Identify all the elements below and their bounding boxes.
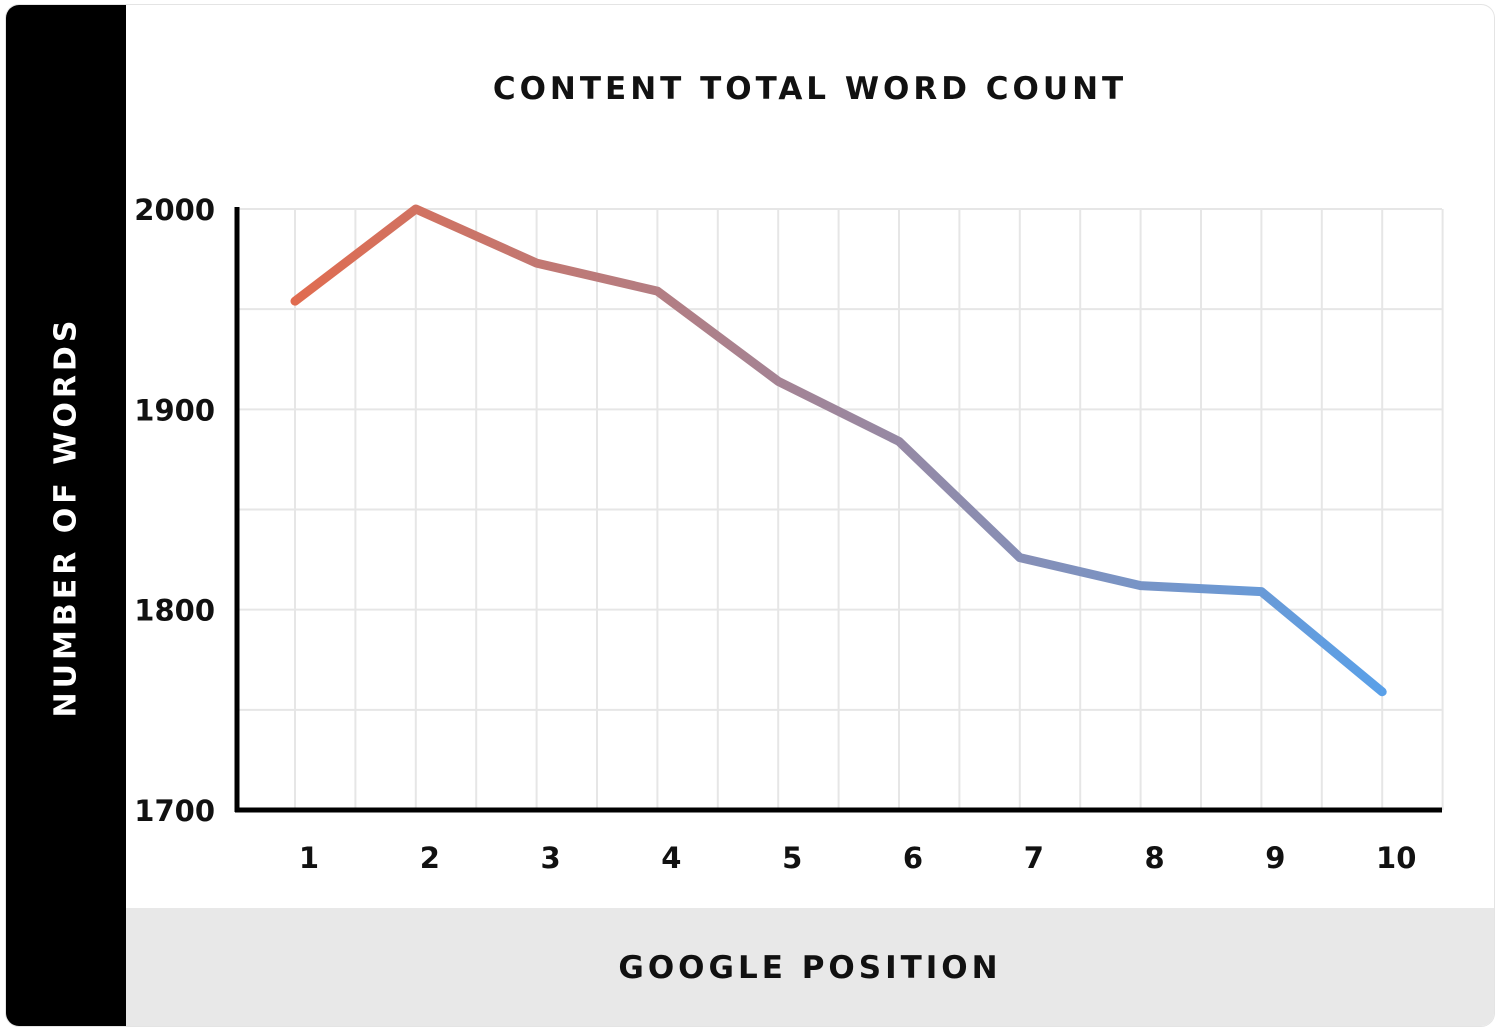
y-tick-label: 2000 bbox=[134, 193, 215, 227]
x-tick-label: 8 bbox=[1145, 841, 1165, 875]
x-tick-label: 6 bbox=[903, 841, 923, 875]
y-tick-label: 1800 bbox=[134, 594, 215, 628]
chart-title: CONTENT TOTAL WORD COUNT bbox=[492, 71, 1128, 107]
x-tick-label: 9 bbox=[1265, 841, 1285, 875]
x-tick-label: 3 bbox=[541, 841, 561, 875]
x-tick-label: 2 bbox=[420, 841, 440, 875]
x-tick-label: 10 bbox=[1376, 841, 1416, 875]
y-tick-label: 1700 bbox=[134, 794, 215, 828]
x-tick-label: 5 bbox=[782, 841, 802, 875]
series-line bbox=[290, 204, 1387, 697]
chart-card: NUMBER OF WORDS GOOGLE POSITION CONTENT … bbox=[5, 4, 1495, 1027]
x-tick-label: 7 bbox=[1024, 841, 1044, 875]
x-tick-label: 4 bbox=[661, 841, 681, 875]
x-tick-label: 1 bbox=[299, 841, 319, 875]
x-axis-label: GOOGLE POSITION bbox=[618, 950, 1002, 986]
x-axis-band: GOOGLE POSITION bbox=[126, 908, 1494, 1026]
y-tick-label: 1900 bbox=[134, 393, 215, 427]
y-axis-band: NUMBER OF WORDS bbox=[6, 5, 126, 1026]
